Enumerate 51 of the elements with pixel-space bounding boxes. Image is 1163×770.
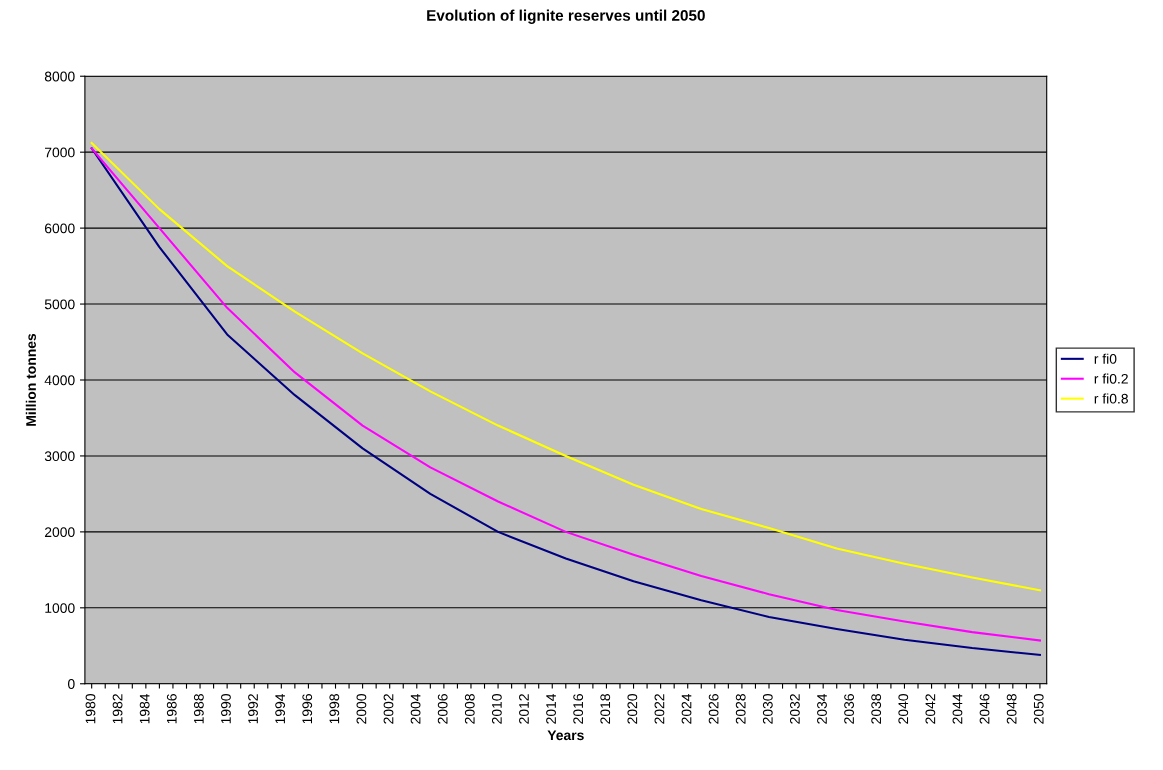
x-tick-label: 2020 xyxy=(627,694,638,724)
y-tick-label: 3000 xyxy=(44,451,75,462)
x-tick-label: 2046 xyxy=(979,694,990,724)
x-tick-label: 1990 xyxy=(221,694,231,724)
x-tick-label: 2032 xyxy=(789,694,800,724)
x-tick-label: 2038 xyxy=(871,694,882,724)
legend-label: r fi0.2 xyxy=(1094,373,1128,384)
y-tick-label: 5000 xyxy=(44,299,75,310)
x-tick-label: 2024 xyxy=(681,693,692,724)
y-tick-label: 2000 xyxy=(44,527,75,538)
y-tick-label: 7000 xyxy=(44,147,75,158)
x-tick-label: 1996 xyxy=(302,694,313,724)
x-tick-label: 2050 xyxy=(1033,694,1044,724)
x-tick-label: 2026 xyxy=(708,694,719,724)
y-tick-label: 4000 xyxy=(44,375,75,386)
x-tick-label: 2044 xyxy=(952,693,963,724)
legend-label: r fi0.8 xyxy=(1094,393,1128,404)
x-tick-label: 1992 xyxy=(248,694,258,724)
x-tick-label: 2008 xyxy=(464,694,475,724)
x-tick-label: 2018 xyxy=(600,694,611,724)
x-tick-label: 2030 xyxy=(762,694,773,724)
chart-title: Evolution of lignite reserves until 2050 xyxy=(427,9,705,24)
x-tick-label: 1984 xyxy=(139,693,150,724)
x-tick-label: 2010 xyxy=(491,694,502,724)
x-tick-label: 2000 xyxy=(356,694,367,724)
x-tick-label: 1988 xyxy=(193,694,204,724)
x-tick-label: 2028 xyxy=(735,694,746,724)
x-tick-label: 2036 xyxy=(844,694,854,724)
x-tick-label: 2048 xyxy=(1006,694,1017,724)
y-axis-title: Million tonnes xyxy=(25,333,36,426)
x-tick-label: 1986 xyxy=(166,694,177,724)
x-tick-label: 2014 xyxy=(546,693,556,724)
x-tick-label: 2016 xyxy=(573,694,584,724)
x-tick-label: 2012 xyxy=(519,694,529,724)
x-tick-label: 2022 xyxy=(654,694,665,724)
legend-label: r fi0 xyxy=(1094,353,1117,364)
y-tick-label: 6000 xyxy=(44,223,75,234)
y-tick-label: 8000 xyxy=(44,71,75,82)
x-tick-label: 1980 xyxy=(85,694,96,724)
x-tick-label: 2034 xyxy=(817,693,827,724)
x-tick-label: 1994 xyxy=(275,693,286,724)
y-tick-label: 1000 xyxy=(45,603,75,613)
x-tick-label: 2042 xyxy=(925,694,936,724)
x-tick-label: 2004 xyxy=(410,693,421,724)
x-tick-label: 2002 xyxy=(383,694,394,724)
y-tick-label: 0 xyxy=(68,679,75,689)
x-axis-title: Years xyxy=(547,730,584,741)
x-tick-label: 1982 xyxy=(112,694,123,724)
x-tick-label: 1998 xyxy=(329,694,340,724)
x-tick-label: 2006 xyxy=(437,694,448,724)
x-tick-label: 2040 xyxy=(898,694,909,724)
